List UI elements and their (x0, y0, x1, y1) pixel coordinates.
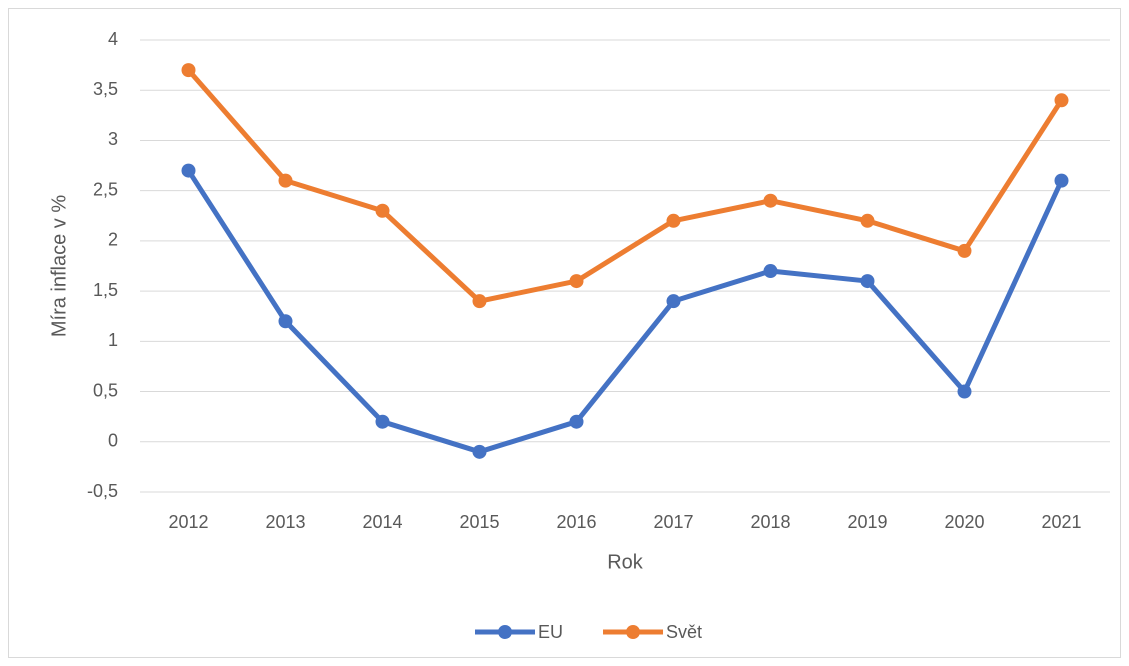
x-tick-label: 2021 (1041, 512, 1081, 532)
x-tick-label: 2018 (750, 512, 790, 532)
point (181, 63, 196, 78)
y-tick-label: 3 (108, 129, 118, 149)
x-tick-label: 2020 (944, 512, 984, 532)
x-axis-title: Rok (607, 551, 644, 573)
point (957, 384, 972, 399)
point (472, 294, 487, 309)
y-axis-title: Míra inflace v % (48, 195, 70, 337)
x-tick-label: 2019 (847, 512, 887, 532)
point (569, 414, 584, 429)
point (763, 264, 778, 279)
point (375, 414, 390, 429)
x-tick-label: 2015 (459, 512, 499, 532)
point (569, 274, 584, 289)
point (472, 444, 487, 459)
y-tick-label: 2,5 (93, 179, 118, 199)
y-tick-label: 4 (108, 29, 118, 49)
point (763, 193, 778, 208)
x-tick-label: 2012 (168, 512, 208, 532)
y-tick-label: 0,5 (93, 380, 118, 400)
point (1054, 173, 1069, 188)
y-tick-label: -0,5 (87, 481, 118, 501)
y-tick-label: 3,5 (93, 79, 118, 99)
point (375, 203, 390, 218)
y-tick-label: 2 (108, 230, 118, 250)
point (1054, 93, 1069, 108)
x-tick-label: 2017 (653, 512, 693, 532)
y-tick-label: 0 (108, 431, 118, 451)
point (860, 213, 875, 228)
legend-label: Svět (666, 622, 702, 642)
point (278, 173, 293, 188)
point (666, 294, 681, 309)
point (181, 163, 196, 178)
series-line (186, 67, 1064, 304)
x-tick-label: 2016 (556, 512, 596, 532)
y-tick-label: 1 (108, 330, 118, 350)
point (666, 213, 681, 228)
legend-label: EU (538, 622, 563, 642)
point (278, 314, 293, 329)
chart-area (8, 8, 1121, 658)
legend-marker (626, 625, 641, 639)
point (957, 243, 972, 258)
x-tick-label: 2013 (265, 512, 305, 532)
x-tick-label: 2014 (362, 512, 402, 532)
y-tick-label: 1,5 (93, 280, 118, 300)
series-line (186, 168, 1064, 455)
point (860, 274, 875, 289)
legend-marker (498, 625, 512, 639)
